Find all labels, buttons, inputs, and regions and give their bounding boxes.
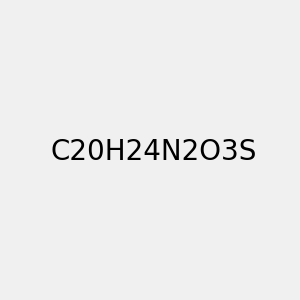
Text: C20H24N2O3S: C20H24N2O3S [51, 137, 257, 166]
